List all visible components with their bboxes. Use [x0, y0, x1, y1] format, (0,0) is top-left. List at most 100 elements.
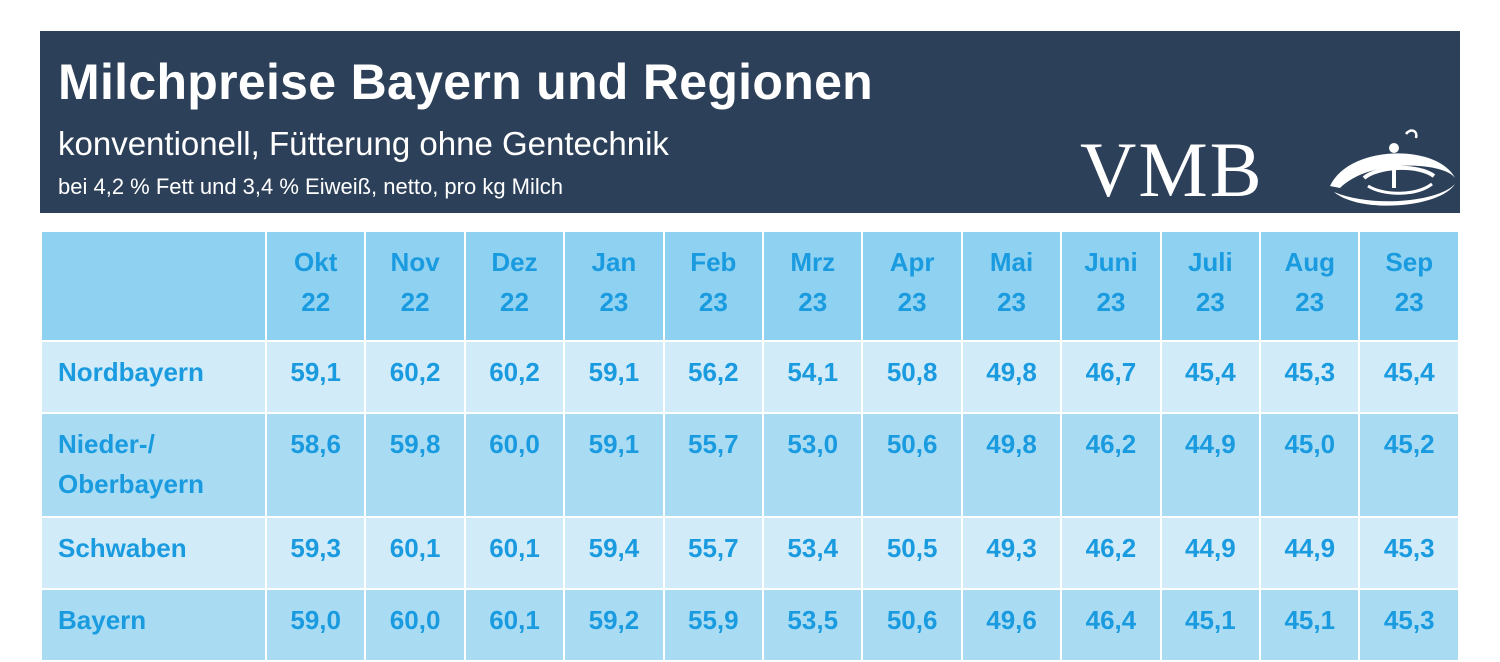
month-header-cell: Juni 23	[1060, 230, 1162, 342]
month-header-cell: Juli 23	[1159, 230, 1262, 342]
year-label: 23	[599, 287, 629, 317]
price-value-cell: 60,2	[463, 340, 566, 414]
year-label: 23	[1295, 287, 1325, 317]
price-value-cell: 46,7	[1060, 340, 1162, 414]
price-value-cell: 50,8	[861, 340, 963, 414]
table-row: Bayern 59,0 60,0 60,1 59,2 55,9 53,5 50,6 49,6 46…	[40, 588, 1460, 662]
price-value-cell: 55,7	[662, 516, 765, 590]
table-body: Nordbayern 59,1 60,2 60,2 59,1 56,2 54,1 50,8 49…	[40, 340, 1460, 662]
region-name-cell: Schwaben	[40, 516, 267, 590]
region-name-cell: Nieder-/Oberbayern	[40, 412, 267, 518]
price-value-cell: 44,9	[1259, 516, 1361, 590]
month-header-cell: Aug 23	[1259, 230, 1361, 342]
year-label: 23	[798, 287, 828, 317]
price-value-cell: 60,0	[463, 412, 566, 518]
price-value-cell: 53,5	[762, 588, 864, 662]
region-header-cell	[40, 230, 267, 342]
year-label: 23	[1096, 287, 1126, 317]
price-value-cell: 45,2	[1358, 412, 1460, 518]
header-banner: Milchpreise Bayern und Regionen konventi…	[40, 31, 1460, 213]
price-value-cell: 59,0	[264, 588, 367, 662]
page-subtitle: konventionell, Fütterung ohne Gentechnik	[58, 125, 669, 162]
price-value-cell: 50,6	[861, 412, 963, 518]
month-label: Jan	[591, 247, 637, 277]
price-value-cell: 54,1	[762, 340, 864, 414]
price-value-cell: 49,8	[960, 412, 1063, 518]
month-label: Mai	[989, 247, 1034, 277]
table-row: Schwaben 59,3 60,1 60,1 59,4 55,7 53,4 50,5 49,3…	[40, 516, 1460, 590]
price-value-cell: 45,3	[1358, 516, 1460, 590]
month-header-cell: Sep 23	[1358, 230, 1460, 342]
year-label: 23	[1394, 287, 1424, 317]
region-name-cell: Bayern	[40, 588, 267, 662]
month-header-cell: Dez 22	[463, 230, 566, 342]
price-value-cell: 45,1	[1159, 588, 1262, 662]
price-value-cell: 60,1	[463, 516, 566, 590]
price-value-cell: 50,6	[861, 588, 963, 662]
price-table: Okt 22 Nov 22 Dez 22 Jan 23 Feb 23 Mrz 23 Apr 23 Mai 23…	[40, 230, 1460, 662]
price-value-cell: 59,1	[264, 340, 367, 414]
price-value-cell: 59,1	[563, 340, 665, 414]
month-label: Juli	[1187, 247, 1233, 277]
month-header-cell: Jan 23	[563, 230, 665, 342]
month-label: Mrz	[790, 247, 836, 277]
month-label: Feb	[690, 247, 737, 277]
page-note: bei 4,2 % Fett und 3,4 % Eiweiß, netto, …	[58, 174, 564, 199]
table-row: Nieder-/Oberbayern 58,6 59,8 60,0 59,1 55,7 53…	[40, 412, 1460, 518]
price-value-cell: 49,3	[960, 516, 1063, 590]
month-header-cell: Apr 23	[861, 230, 963, 342]
price-value-cell: 46,2	[1060, 412, 1162, 518]
month-label: Aug	[1284, 247, 1336, 277]
region-name-cell: Nordbayern	[40, 340, 267, 414]
price-value-cell: 44,9	[1159, 516, 1262, 590]
month-label: Sep	[1385, 247, 1434, 277]
milk-drop-logo-icon	[1330, 129, 1455, 206]
price-value-cell: 50,5	[861, 516, 963, 590]
table-header-row: Okt 22 Nov 22 Dez 22 Jan 23 Feb 23 Mrz 23 Apr 23 Mai 23…	[40, 230, 1460, 342]
month-header-cell: Feb 23	[662, 230, 765, 342]
price-value-cell: 55,7	[662, 412, 765, 518]
price-value-cell: 59,1	[563, 412, 665, 518]
year-label: 23	[997, 287, 1026, 317]
price-value-cell: 45,3	[1259, 340, 1361, 414]
price-value-cell: 56,2	[662, 340, 765, 414]
price-value-cell: 45,0	[1259, 412, 1361, 518]
price-value-cell: 59,2	[563, 588, 665, 662]
page-title: Milchpreise Bayern und Regionen	[58, 54, 874, 110]
month-label: Okt	[294, 247, 338, 277]
price-value-cell: 45,4	[1358, 340, 1460, 414]
price-value-cell: 60,1	[463, 588, 566, 662]
price-value-cell: 59,8	[364, 412, 466, 518]
price-value-cell: 46,2	[1060, 516, 1162, 590]
price-value-cell: 53,0	[762, 412, 864, 518]
table-row: Nordbayern 59,1 60,2 60,2 59,1 56,2 54,1 50,8 49…	[40, 340, 1460, 414]
price-value-cell: 60,1	[364, 516, 466, 590]
price-value-cell: 59,4	[563, 516, 665, 590]
price-value-cell: 45,1	[1259, 588, 1361, 662]
month-label: Apr	[889, 247, 935, 277]
month-header-cell: Mai 23	[960, 230, 1063, 342]
price-value-cell: 49,6	[960, 588, 1063, 662]
month-label: Dez	[491, 247, 538, 277]
price-value-cell: 44,9	[1159, 412, 1262, 518]
month-header-cell: Mrz 23	[762, 230, 864, 342]
vmb-logo: VMB	[1080, 126, 1460, 213]
price-value-cell: 58,6	[264, 412, 367, 518]
year-label: 23	[897, 287, 927, 317]
year-label: 23	[1195, 287, 1225, 317]
month-header-cell: Okt 22	[264, 230, 367, 342]
year-label: 22	[400, 287, 430, 317]
year-label: 22	[500, 287, 529, 317]
year-label: 22	[301, 287, 331, 317]
month-label: Nov	[390, 247, 440, 277]
price-value-cell: 60,2	[364, 340, 466, 414]
price-value-cell: 49,8	[960, 340, 1063, 414]
price-value-cell: 53,4	[762, 516, 864, 590]
month-header-cell: Nov 22	[364, 230, 466, 342]
price-value-cell: 45,4	[1159, 340, 1262, 414]
year-label: 23	[698, 287, 728, 317]
price-value-cell: 45,3	[1358, 588, 1460, 662]
price-value-cell: 55,9	[662, 588, 765, 662]
price-value-cell: 60,0	[364, 588, 466, 662]
price-value-cell: 46,4	[1060, 588, 1162, 662]
